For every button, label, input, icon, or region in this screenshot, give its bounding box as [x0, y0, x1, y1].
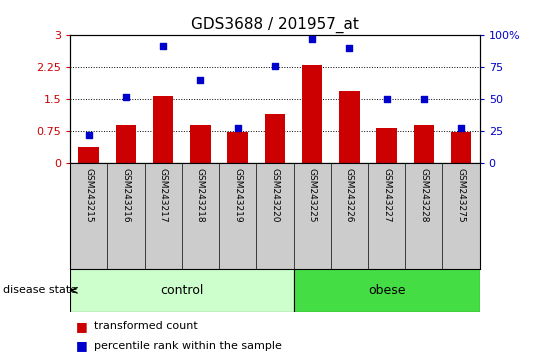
Bar: [413, 125, 434, 163]
Text: GSM243225: GSM243225: [308, 168, 316, 223]
Point: [419, 96, 428, 102]
Point: [122, 94, 130, 99]
Point: [382, 96, 391, 102]
Point: [457, 126, 465, 131]
Text: GSM243275: GSM243275: [457, 168, 466, 223]
Text: GSM243218: GSM243218: [196, 168, 205, 223]
Bar: [265, 114, 285, 163]
Text: control: control: [160, 284, 204, 297]
Point: [159, 43, 168, 48]
Bar: [451, 132, 471, 163]
Bar: [302, 65, 322, 163]
Point: [345, 45, 354, 51]
Text: ■: ■: [75, 339, 87, 352]
Text: GSM243217: GSM243217: [158, 168, 168, 223]
Bar: [70, 269, 294, 312]
Bar: [227, 132, 248, 163]
Text: transformed count: transformed count: [94, 321, 198, 331]
Bar: [153, 96, 174, 163]
Bar: [79, 147, 99, 163]
Text: GSM243226: GSM243226: [345, 168, 354, 223]
Text: GSM243215: GSM243215: [84, 168, 93, 223]
Text: disease state: disease state: [3, 285, 77, 295]
Point: [308, 36, 316, 42]
Text: ■: ■: [75, 320, 87, 333]
Point: [85, 132, 93, 138]
Bar: [339, 91, 360, 163]
Title: GDS3688 / 201957_at: GDS3688 / 201957_at: [191, 16, 359, 33]
Text: GSM243228: GSM243228: [419, 168, 429, 223]
Point: [196, 77, 205, 83]
Bar: [190, 125, 211, 163]
Point: [271, 63, 279, 69]
Bar: [116, 125, 136, 163]
Text: percentile rank within the sample: percentile rank within the sample: [94, 341, 282, 350]
Point: [233, 126, 242, 131]
Bar: [294, 269, 480, 312]
Text: GSM243216: GSM243216: [121, 168, 130, 223]
Text: GSM243220: GSM243220: [271, 168, 279, 223]
Bar: [376, 128, 397, 163]
Text: obese: obese: [368, 284, 405, 297]
Text: GSM243227: GSM243227: [382, 168, 391, 223]
Text: GSM243219: GSM243219: [233, 168, 242, 223]
